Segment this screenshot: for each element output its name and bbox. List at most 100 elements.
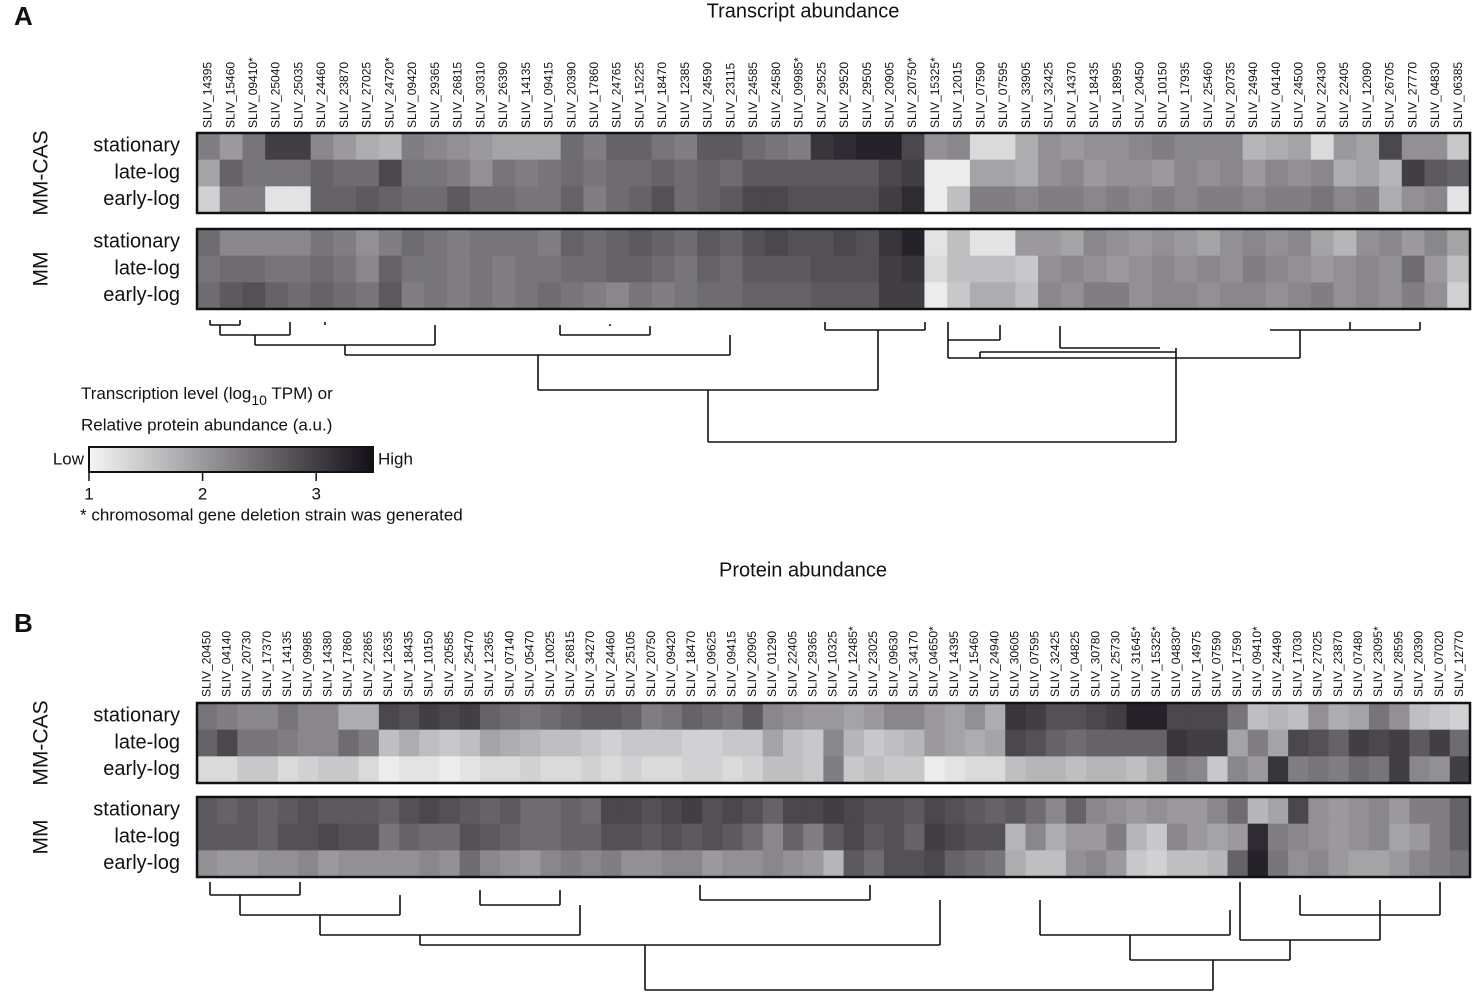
heatmap-cell <box>1288 797 1309 825</box>
heatmap-cell <box>520 823 541 851</box>
heatmap-cell <box>265 133 289 161</box>
heatmap-cell <box>1219 229 1244 257</box>
heatmap-cell <box>560 133 584 161</box>
heatmap-cell <box>515 282 539 310</box>
heatmap-cell <box>992 255 1016 283</box>
heatmap-cell <box>904 729 925 757</box>
heatmap-cell <box>601 756 622 784</box>
heatmap-cell <box>424 133 448 161</box>
heatmap-cell <box>1265 229 1289 257</box>
gene-label: SLIV_24720* <box>382 57 396 128</box>
gene-label: SLIV_23025 <box>866 631 880 697</box>
heatmap-cell <box>1288 850 1309 878</box>
heatmap-cell <box>742 159 766 187</box>
heatmap-cell <box>1045 797 1067 825</box>
heatmap-cell <box>863 703 885 731</box>
gene-label: SLIV_20750 <box>644 631 658 697</box>
heatmap-cell <box>1356 229 1380 257</box>
heatmap-cell <box>492 255 516 283</box>
heatmap-cell <box>924 756 946 784</box>
row-label: stationary <box>93 705 180 727</box>
heatmap-cell <box>641 823 663 851</box>
heatmap-cell <box>606 159 630 187</box>
heatmap-cell <box>924 850 946 878</box>
gene-label: SLIV_25460 <box>1201 62 1215 128</box>
heatmap-cell <box>560 823 582 851</box>
heatmap-cell <box>1174 282 1198 310</box>
heatmap-cell <box>1288 756 1309 784</box>
heatmap-cell <box>560 703 582 731</box>
heatmap-cell <box>904 823 925 851</box>
gene-label: SLIV_25105 <box>624 631 638 697</box>
heatmap-cell <box>1005 823 1026 851</box>
heatmap-cell <box>1197 133 1221 161</box>
heatmap-cell <box>1328 703 1350 731</box>
heatmap-cell <box>1288 186 1312 214</box>
heatmap-cell <box>492 229 516 257</box>
heatmap-cell <box>1242 282 1266 310</box>
heatmap-cell <box>401 186 425 214</box>
heatmap-cell <box>1389 756 1410 784</box>
heatmap-cell <box>1379 229 1403 257</box>
gene-label: SLIV_20390 <box>564 62 578 128</box>
heatmap-cell <box>1045 850 1067 878</box>
heatmap-cell <box>674 282 698 310</box>
heatmap-cell <box>447 186 471 214</box>
heatmap-cell <box>702 797 723 825</box>
heatmap-cell <box>782 823 804 851</box>
heatmap-cell <box>621 729 642 757</box>
heatmap-cell <box>969 229 994 257</box>
gene-label: SLIV_20585 <box>442 631 456 697</box>
heatmap-cell <box>318 729 339 757</box>
heatmap-cell <box>1288 229 1312 257</box>
heatmap-cell <box>358 850 380 878</box>
heatmap-cell <box>401 255 425 283</box>
gene-label: SLIV_31645* <box>1129 626 1143 697</box>
group-label: MM-CAS <box>30 700 53 785</box>
group-label: MM <box>30 252 53 287</box>
heatmap-cell <box>537 229 562 257</box>
heatmap-cell <box>1086 850 1107 878</box>
heatmap-cell <box>661 797 683 825</box>
heatmap-cell <box>1333 186 1357 214</box>
heatmap-cell <box>1310 159 1335 187</box>
heatmap-cell <box>310 255 334 283</box>
heatmap-cell <box>287 159 312 187</box>
heatmap-cell <box>1015 255 1039 283</box>
heatmap-cell <box>606 133 630 161</box>
gene-label: SLIV_29525 <box>814 62 828 128</box>
heatmap-cell <box>674 186 698 214</box>
heatmap-cell <box>810 159 834 187</box>
heatmap-cell <box>1106 133 1130 161</box>
heatmap-cell <box>1242 159 1266 187</box>
heatmap-cell <box>765 255 789 283</box>
heatmap-cell <box>1015 159 1039 187</box>
heatmap-cell <box>1083 186 1107 214</box>
heatmap-cell <box>1227 797 1249 825</box>
gene-label: SLIV_30310 <box>473 62 487 128</box>
heatmap-cell <box>1265 282 1289 310</box>
heatmap-cell <box>1310 255 1335 283</box>
group-label: MM-CAS <box>30 130 53 215</box>
gene-label: SLIV_01290 <box>765 631 779 697</box>
heatmap-cell <box>1356 159 1380 187</box>
gene-label: SLIV_29365 <box>428 62 442 128</box>
heatmap-cell <box>1308 756 1329 784</box>
heatmap-cell <box>237 703 259 731</box>
heatmap-cell <box>621 850 642 878</box>
heatmap-cell <box>762 797 784 825</box>
dendrogram <box>209 882 1441 991</box>
gene-label: SLIV_09410* <box>246 57 260 128</box>
heatmap-cell <box>969 159 994 187</box>
heatmap-cell <box>459 823 481 851</box>
heatmap-cell <box>833 186 857 214</box>
colorbar <box>88 446 374 473</box>
heatmap-cell <box>459 797 481 825</box>
heatmap-cell <box>447 255 471 283</box>
heatmap-cell <box>1065 729 1087 757</box>
gene-label: SLIV_07480 <box>1351 631 1365 697</box>
heatmap-cell <box>1126 850 1148 878</box>
gene-label: SLIV_09625 <box>704 631 718 697</box>
heatmap-cell <box>762 703 784 731</box>
heatmap-cell <box>1447 282 1471 310</box>
